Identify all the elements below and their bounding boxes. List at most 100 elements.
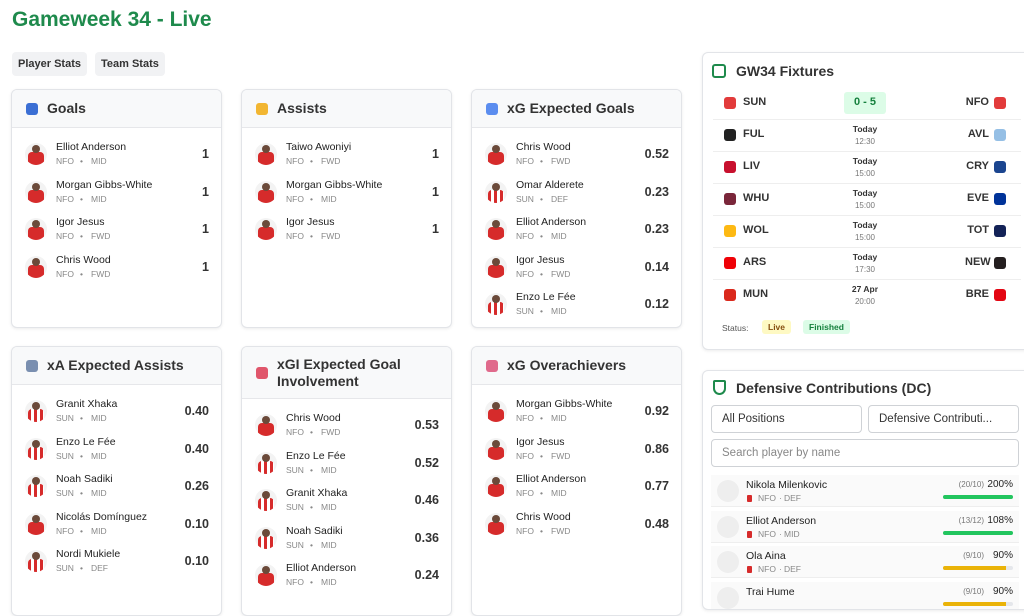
stat-value: 0.92 <box>644 404 669 418</box>
player-team: SUN <box>56 563 74 573</box>
team-badge <box>994 97 1006 109</box>
player-position: FWD <box>91 231 111 241</box>
player-name: Morgan Gibbs-White <box>56 178 153 191</box>
row-bg <box>711 510 1019 543</box>
away-team: CRY <box>966 160 989 172</box>
player-name: Morgan Gibbs-White <box>286 178 383 191</box>
player-team: SUN <box>286 539 304 550</box>
player-name: Elliot Anderson <box>286 562 357 574</box>
shirt <box>28 559 44 572</box>
head <box>262 182 270 191</box>
shirt <box>28 409 44 422</box>
player-avatar <box>485 293 507 315</box>
head <box>32 552 40 560</box>
separator: • <box>80 488 83 498</box>
row-divider <box>713 279 1021 280</box>
card-title: xA Expected Assists <box>47 357 184 373</box>
stat-value: 0.36 <box>414 530 439 545</box>
home-team: WOL <box>743 224 769 236</box>
progress-bar <box>943 530 1013 535</box>
stat-card: xA Expected Assists Granit Xhaka SUN • MID 0.… <box>11 346 222 616</box>
separator: • <box>540 306 543 316</box>
match-day: 27 Apr <box>851 284 879 294</box>
head <box>262 416 270 424</box>
player-avatar <box>485 218 507 240</box>
team-badge <box>994 225 1006 237</box>
player-position: MID <box>321 193 337 204</box>
player-avatar <box>255 414 277 436</box>
shirt <box>488 446 504 460</box>
tab-button[interactable]: Player Stats <box>12 52 87 76</box>
shirt <box>258 498 274 511</box>
player-name: Elliot Anderson <box>516 473 587 485</box>
separator: • <box>310 577 313 587</box>
stat-value: 0.52 <box>414 455 439 470</box>
metric-filter[interactable]: Defensive Contributi... <box>868 405 1019 433</box>
separator: · <box>779 493 782 503</box>
team-badge <box>724 225 736 237</box>
separator: • <box>540 231 543 241</box>
player-team: NFO <box>56 268 74 279</box>
player-name: Igor Jesus <box>516 253 565 266</box>
player-position: MID <box>91 450 107 461</box>
separator: • <box>540 156 543 166</box>
tab-button[interactable]: Team Stats <box>95 52 165 76</box>
shirt <box>28 264 44 278</box>
away-team: NFO <box>965 96 989 108</box>
head <box>32 514 40 523</box>
head <box>32 402 40 410</box>
player-position: MID <box>784 528 800 539</box>
dc-percent: 90% <box>992 550 1013 561</box>
match-day: Today <box>852 220 878 230</box>
player-team: NFO <box>516 231 534 241</box>
separator: • <box>80 268 83 279</box>
stat-value: 0.26 <box>184 479 209 493</box>
head <box>32 257 40 266</box>
player-team: NFO <box>516 525 534 536</box>
player-name: Noah Sadiki <box>286 524 343 537</box>
stat-value: 0.14 <box>644 259 669 274</box>
player-avatar <box>485 255 507 278</box>
separator: • <box>540 488 543 498</box>
player-avatar <box>485 437 507 460</box>
player-position: MID <box>91 156 107 166</box>
card-header: Assists <box>242 90 451 128</box>
player-avatar <box>717 515 739 538</box>
separator: • <box>540 450 543 461</box>
stat-card: xGI Expected Goal Involvement Chris Wood N… <box>241 346 452 616</box>
stat-value: 1 <box>432 147 439 161</box>
kickoff-time: 12:30 <box>854 137 876 146</box>
player-avatar <box>25 475 47 497</box>
stat-value: 0.52 <box>644 147 669 161</box>
card-icon <box>486 360 498 372</box>
kickoff-time: 15:00 <box>854 233 876 242</box>
player-position: FWD <box>551 156 571 166</box>
position-filter[interactable]: All Positions <box>711 405 862 433</box>
head <box>492 182 500 191</box>
team-badge <box>724 97 736 109</box>
team-badge <box>994 161 1006 173</box>
stat-value: 0.40 <box>184 441 209 456</box>
player-team: SUN <box>56 450 74 461</box>
player-team: NFO <box>516 450 534 461</box>
stat-card: xG Overachievers Morgan Gibbs-White NFO • MI… <box>471 346 682 616</box>
head <box>492 477 500 485</box>
shirt <box>258 423 274 436</box>
dc-ratio: (20/10) <box>958 480 984 489</box>
shield-icon <box>713 380 726 395</box>
player-team: SUN <box>516 193 534 204</box>
player-position: DEF <box>551 193 568 204</box>
player-name: Nordi Mukiele <box>56 548 121 560</box>
legend-finished: Finished <box>803 320 850 334</box>
team-badge <box>724 161 736 173</box>
fixtures-title: GW34 Fixtures <box>736 63 835 79</box>
dc-card: Defensive Contributions (DC) All Position… <box>702 370 1024 610</box>
player-name: Morgan Gibbs-White <box>516 398 613 410</box>
shirt <box>488 189 504 203</box>
row-divider <box>713 119 1021 120</box>
separator: · <box>779 564 782 574</box>
search-input[interactable]: Search player by name <box>711 439 1019 467</box>
player-position: MID <box>551 413 567 423</box>
player-name: Igor Jesus <box>286 216 335 228</box>
card-title: xG Overachievers <box>507 357 627 373</box>
